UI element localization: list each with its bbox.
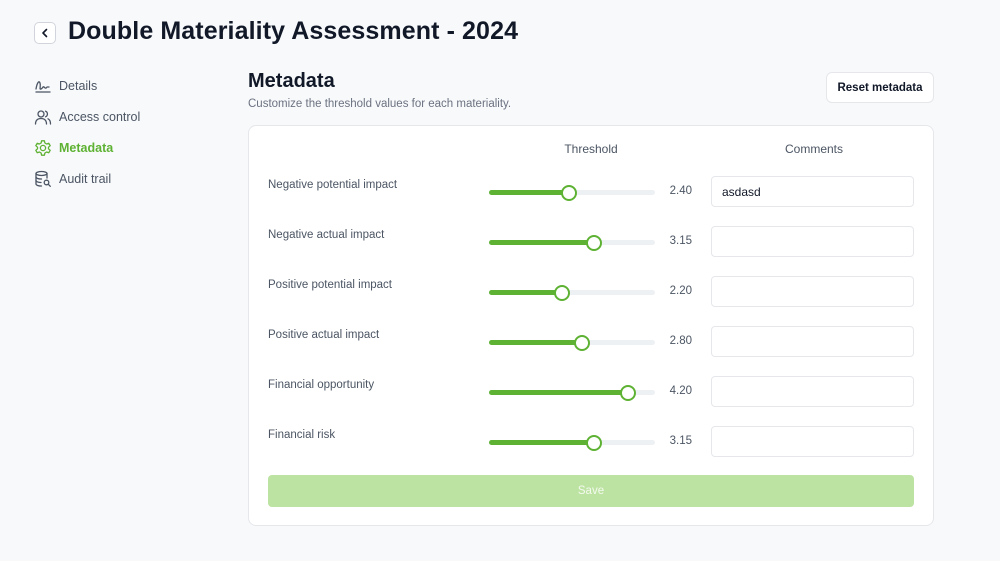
threshold-value: 3.15 [669,435,692,447]
comment-input[interactable] [711,226,914,257]
comment-input[interactable] [711,376,914,407]
threshold-row: Financial opportunity 4.20 [249,376,935,408]
sidebar-item-label: Metadata [59,140,114,155]
save-button[interactable]: Save [268,475,914,507]
threshold-value: 2.80 [669,335,692,347]
slider-fill [489,390,629,395]
threshold-row-label: Positive actual impact [268,329,380,341]
section-subtitle: Customize the threshold values for each … [248,98,512,110]
threshold-slider[interactable] [489,334,655,351]
sidebar-item-audit-trail[interactable]: Audit trail [34,163,214,194]
slider-fill [489,290,563,295]
slider-thumb[interactable] [620,384,637,401]
threshold-row: Positive potential impact 2.20 [249,276,935,308]
signature-icon [34,77,52,95]
comment-input[interactable] [711,276,914,307]
page-title: Double Materiality Assessment - 2024 [68,17,519,45]
slider-fill [489,190,569,195]
threshold-row-label: Positive potential impact [268,279,393,291]
slider-thumb[interactable] [573,334,590,351]
sidebar-item-metadata[interactable]: Metadata [34,132,214,163]
metadata-card: Threshold Comments Negative potential im… [248,125,934,526]
users-icon [34,108,52,126]
sidebar-item-details[interactable]: Details [34,70,214,101]
slider-thumb[interactable] [585,434,602,451]
threshold-row: Positive actual impact 2.80 [249,326,935,358]
threshold-row: Financial risk 3.15 [249,426,935,458]
database-search-icon [34,170,52,188]
threshold-value: 2.40 [669,185,692,197]
comment-input[interactable] [711,326,914,357]
threshold-row-label: Financial opportunity [268,379,375,391]
reset-metadata-button[interactable]: Reset metadata [826,72,934,103]
threshold-value: 2.20 [669,285,692,297]
threshold-row-label: Negative actual impact [268,229,385,241]
sidebar-item-access-control[interactable]: Access control [34,101,214,132]
sidebar-item-label: Details [59,78,98,93]
threshold-slider[interactable] [489,234,655,251]
comment-input[interactable] [711,176,914,207]
comment-input[interactable] [711,426,914,457]
section-title: Metadata [248,70,335,92]
column-header-comments: Comments [784,142,843,156]
slider-thumb[interactable] [554,284,571,301]
sidebar: Details Access control Metadata [34,70,214,194]
threshold-slider[interactable] [489,284,655,301]
sidebar-item-label: Audit trail [59,171,112,186]
threshold-slider[interactable] [489,384,655,401]
chevron-left-icon [42,28,48,38]
sidebar-item-label: Access control [59,109,141,124]
gear-icon [34,139,52,157]
threshold-value: 4.20 [669,385,692,397]
column-header-threshold: Threshold [564,142,618,156]
threshold-row-label: Negative potential impact [268,179,398,191]
threshold-value: 3.15 [669,235,692,247]
threshold-row: Negative actual impact 3.15 [249,226,935,258]
back-button[interactable] [34,22,56,44]
threshold-slider[interactable] [489,434,655,451]
threshold-row-label: Financial risk [268,429,336,441]
threshold-row: Negative potential impact 2.40 [249,176,935,208]
threshold-slider[interactable] [489,184,655,201]
slider-thumb[interactable] [585,234,602,251]
slider-fill [489,440,594,445]
slider-fill [489,240,594,245]
slider-fill [489,340,582,345]
slider-thumb[interactable] [560,184,577,201]
